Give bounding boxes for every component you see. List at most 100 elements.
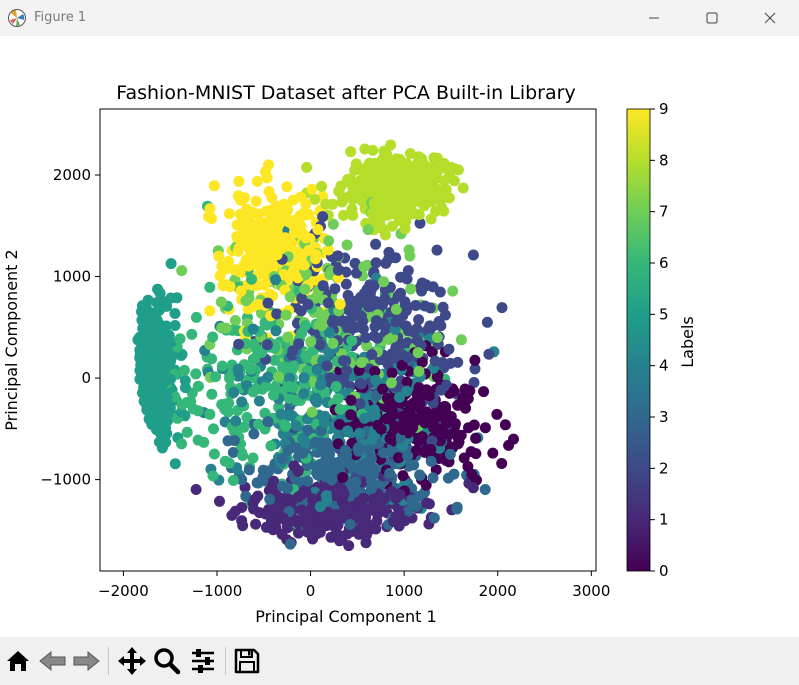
scatter-point — [414, 217, 426, 229]
scatter-point — [152, 404, 164, 416]
scatter-point — [190, 311, 202, 323]
configure-subplots-button[interactable] — [187, 645, 219, 677]
scatter-point — [487, 447, 499, 459]
scatter-point — [262, 371, 274, 383]
scatter-point — [408, 494, 420, 506]
scatter-point — [295, 305, 307, 317]
scatter-point — [232, 405, 243, 416]
scatter-point — [390, 492, 402, 504]
scatter-point — [333, 185, 345, 197]
scatter-point — [288, 227, 300, 239]
scatter-point — [370, 374, 382, 386]
home-button[interactable] — [2, 645, 34, 677]
scatter-point — [311, 395, 323, 407]
scatter-point — [342, 176, 354, 188]
scatter-point — [343, 304, 355, 316]
scatter-point — [208, 180, 220, 192]
scatter-point — [146, 342, 158, 354]
scatter-point — [257, 464, 269, 476]
x-tick-label: 2000 — [479, 582, 517, 600]
back-button[interactable] — [37, 645, 69, 677]
scatter-point — [379, 166, 391, 178]
scatter-point — [293, 527, 304, 539]
minimize-icon — [649, 17, 659, 19]
scatter-point — [428, 174, 440, 186]
scatter-point — [380, 257, 392, 269]
scatter-point — [280, 361, 292, 373]
scatter-point — [458, 452, 470, 464]
scatter-point — [419, 159, 431, 171]
scatter-point — [324, 372, 336, 384]
close-button[interactable] — [741, 0, 799, 36]
save-button[interactable] — [231, 645, 263, 677]
scatter-point — [169, 320, 181, 331]
scatter-point — [451, 501, 463, 513]
scatter-point — [370, 523, 382, 535]
scatter-point — [344, 519, 356, 530]
y-tick-label: 0 — [81, 369, 91, 387]
colorbar-ticks: 0 1 2 3 4 5 6 7 8 9 — [650, 100, 669, 580]
scatter-point — [443, 192, 455, 204]
scatter-point — [236, 502, 248, 513]
scatter-point — [324, 326, 335, 338]
scatter-point — [310, 253, 322, 265]
scatter-point — [444, 448, 456, 460]
scatter-point — [367, 469, 379, 481]
figure-canvas[interactable]: Fashion-MNIST Dataset after PCA Built-in… — [0, 36, 799, 637]
scatter-point — [372, 419, 384, 431]
scatter-point — [317, 458, 329, 470]
scatter-point — [247, 353, 259, 365]
chart-figure: Fashion-MNIST Dataset after PCA Built-in… — [2, 82, 697, 626]
scatter-point — [469, 354, 481, 366]
scatter-point — [302, 424, 314, 436]
scatter-point — [325, 531, 337, 543]
scatter-point — [388, 192, 400, 204]
scatter-point — [391, 153, 402, 165]
forward-icon — [73, 650, 100, 672]
maximize-button[interactable] — [683, 0, 741, 36]
scatter-point — [301, 526, 313, 538]
scatter-point — [425, 213, 437, 225]
pan-button[interactable] — [116, 645, 148, 677]
title-bar[interactable]: Figure 1 — [0, 0, 799, 36]
scatter-point — [138, 301, 150, 313]
scatter-point — [412, 170, 424, 181]
scatter-point — [362, 224, 374, 236]
scatter-point — [358, 492, 370, 504]
scatter-point — [178, 364, 190, 376]
scatter-point — [355, 357, 367, 368]
scatter-point — [258, 264, 270, 276]
zoom-button[interactable] — [151, 645, 183, 677]
scatter-point — [141, 404, 153, 416]
scatter-point — [388, 515, 400, 527]
scatter-point — [292, 465, 304, 477]
scatter-point — [248, 338, 260, 350]
scatter-point — [156, 442, 168, 454]
toolbar-separator — [108, 647, 109, 675]
scatter-point — [143, 333, 155, 345]
scatter-point — [143, 390, 155, 402]
scatter-point — [261, 339, 273, 351]
scatter-point — [405, 177, 417, 189]
scatter-point — [253, 418, 265, 430]
scatter-point — [295, 191, 307, 203]
minimize-button[interactable] — [625, 0, 683, 36]
scatter-point — [334, 298, 346, 310]
scatter-point — [138, 371, 150, 383]
scatter-point — [356, 195, 368, 207]
scatter-point — [354, 398, 366, 410]
scatter-point — [291, 394, 303, 406]
scatter-point — [393, 452, 404, 464]
scatter-point — [400, 216, 412, 228]
scatter-point — [301, 161, 313, 173]
scatter-point — [340, 278, 352, 290]
scatter-point — [358, 167, 370, 179]
scatter-point — [224, 281, 236, 293]
forward-button[interactable] — [70, 645, 102, 677]
scatter-point — [204, 408, 216, 420]
scatter-point — [154, 383, 166, 395]
scatter-point — [247, 323, 259, 335]
y-tick-label: −1000 — [40, 471, 91, 489]
scatter-point — [322, 507, 334, 518]
scatter-point — [262, 297, 274, 309]
